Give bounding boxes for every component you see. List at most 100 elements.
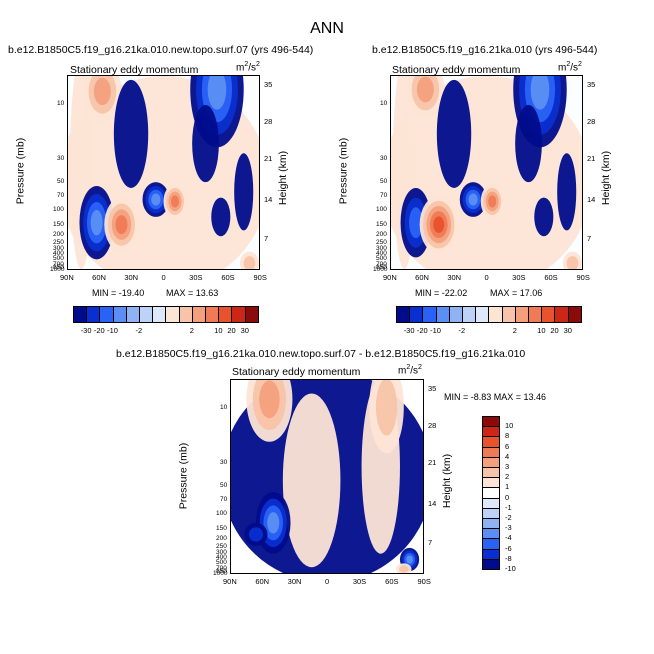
diff-ytick-11: 700: [216, 565, 227, 573]
left-ytick-6: 200: [53, 230, 64, 238]
left-y2tick-2: 21: [264, 153, 273, 163]
plot-diff-contour-7-3: [406, 555, 413, 564]
plot-left-contour-9-3: [170, 195, 179, 208]
left-xtick-0: 90N: [60, 273, 74, 282]
right-colorbar-label-5: 10: [537, 326, 546, 335]
diff-colorbar-label-14: -10: [505, 564, 516, 573]
plot-diff-contour-4-1: [375, 380, 398, 436]
right-xtick-1: 60N: [415, 273, 429, 282]
diff-rlabel: Height (km): [441, 453, 454, 509]
diff-ytick-2: 50: [220, 482, 228, 490]
right-ytick-13: 1000: [373, 266, 388, 273]
plot-right-contour-11-0: [557, 153, 577, 231]
left-ytick-4: 100: [53, 205, 64, 213]
diff-ytick-8: 300: [216, 548, 227, 556]
left-colorbar-label-6: 20: [227, 326, 236, 335]
diff-colorbar-label-1: 8: [505, 431, 510, 441]
right-max-label: MAX = 17.06: [490, 288, 543, 298]
diff-y2tick-1: 28: [428, 420, 437, 430]
right-colorbar-label-2: -10: [430, 326, 441, 335]
right-y2tick-1: 28: [587, 116, 596, 126]
plot-diff-contour-5-3: [267, 512, 280, 534]
left-colorbar-cell: [99, 306, 114, 323]
right-colorbar-cell: [501, 306, 516, 323]
diff-ytick-10: 500: [216, 559, 227, 567]
right-contour-plot: [390, 75, 583, 270]
diff-panel-subtitle: Stationary eddy momentum: [232, 366, 361, 378]
left-colorbar-label-7: 30: [240, 326, 249, 335]
right-rlabel: Height (km): [600, 150, 613, 206]
right-colorbar-cell: [514, 306, 529, 323]
right-ylabel: Pressure (mb): [337, 137, 350, 205]
right-xtick-0: 90N: [383, 273, 397, 282]
left-y2tick-4: 7: [264, 233, 269, 243]
diff-panel-title: b.e12.B1850C5.f19_g16.21ka.010.new.topo.…: [116, 348, 526, 360]
plot-left-contour-12-1: [243, 256, 256, 269]
left-colorbar-cell: [112, 306, 127, 323]
diff-ylabel: Pressure (mb): [177, 442, 190, 510]
left-ytick-2: 50: [57, 178, 65, 186]
plot-diff-contour-3-2: [259, 380, 280, 419]
left-colorbar-cell: [152, 306, 167, 323]
diff-units: m2/s2: [398, 364, 422, 377]
diff-colorbar-label-3: 4: [505, 451, 510, 461]
plot-right-contour-12-1: [566, 256, 579, 269]
left-ytick-7: 250: [53, 238, 64, 246]
left-ytick-13: 1000: [50, 266, 65, 273]
left-colorbar-cell: [139, 306, 154, 323]
right-colorbar-cell: [567, 306, 582, 323]
left-y2tick-3: 14: [264, 194, 273, 204]
diff-ytick-5: 150: [216, 525, 227, 533]
right-ytick-10: 500: [376, 255, 387, 263]
left-y2tick-0: 35: [264, 79, 273, 89]
diff-ytick-7: 250: [216, 542, 227, 550]
right-colorbar-cell: [409, 306, 424, 323]
plot-right-contour-5-0: [515, 104, 542, 183]
plot-left-contour-4-3: [207, 76, 227, 110]
left-xtick-4: 30S: [189, 273, 203, 282]
diff-xtick-6: 90S: [417, 577, 431, 586]
left-ytick-11: 700: [53, 261, 64, 269]
plot-left-contour-2-2: [93, 77, 111, 106]
right-xtick-3: 0: [484, 273, 489, 282]
diff-colorbar-label-10: -3: [505, 523, 512, 533]
left-colorbar-label-2: -10: [107, 326, 118, 335]
plot-right-contour-4-3: [530, 76, 550, 110]
right-colorbar-cell: [475, 306, 490, 323]
diff-y2tick-2: 21: [428, 457, 437, 467]
diff-colorbar-label-5: 2: [505, 472, 510, 482]
diff-ytick-13: 1000: [213, 570, 228, 577]
plot-left-contour-8-3: [151, 193, 161, 206]
plot-left-contour-11-0: [234, 153, 254, 231]
diff-minmax-label: MIN = -8.83 MAX = 13.46: [444, 392, 547, 402]
left-ytick-12: 850: [53, 264, 64, 272]
left-ytick-0: 10: [57, 100, 65, 108]
diff-xtick-5: 60S: [385, 577, 399, 586]
plot-right-contour-9-3: [488, 195, 497, 208]
left-colorbar-label-1: -20: [93, 326, 105, 335]
plot-right-contour-3-0: [436, 79, 472, 188]
diff-xtick-3: 0: [325, 577, 330, 586]
left-xtick-2: 30N: [124, 273, 139, 282]
left-ylabel: Pressure (mb): [14, 137, 27, 205]
right-colorbar-cell: [422, 306, 437, 323]
left-colorbar-cell: [73, 306, 88, 323]
left-rlabel: Height (km): [277, 150, 290, 206]
right-colorbar-label-4: 2: [512, 326, 517, 335]
right-colorbar-cell: [554, 306, 569, 323]
diff-colorbar-label-2: 6: [505, 441, 510, 451]
diff-ytick-4: 100: [216, 509, 227, 517]
left-colorbar-label-0: -30: [80, 326, 92, 335]
right-xtick-6: 90S: [576, 273, 590, 282]
diff-colorbar-cell: [482, 558, 500, 570]
left-ytick-1: 30: [57, 154, 65, 162]
plot-left-field: [68, 76, 259, 269]
left-ytick-9: 400: [53, 250, 64, 258]
left-colorbar-cell: [125, 306, 140, 323]
diff-xtick-2: 30N: [287, 577, 302, 586]
right-ytick-3: 70: [380, 191, 388, 199]
left-ytick-10: 500: [53, 255, 64, 263]
left-y2tick-1: 28: [264, 116, 273, 126]
right-xtick-2: 30N: [447, 273, 462, 282]
right-colorbar-cell: [396, 306, 411, 323]
